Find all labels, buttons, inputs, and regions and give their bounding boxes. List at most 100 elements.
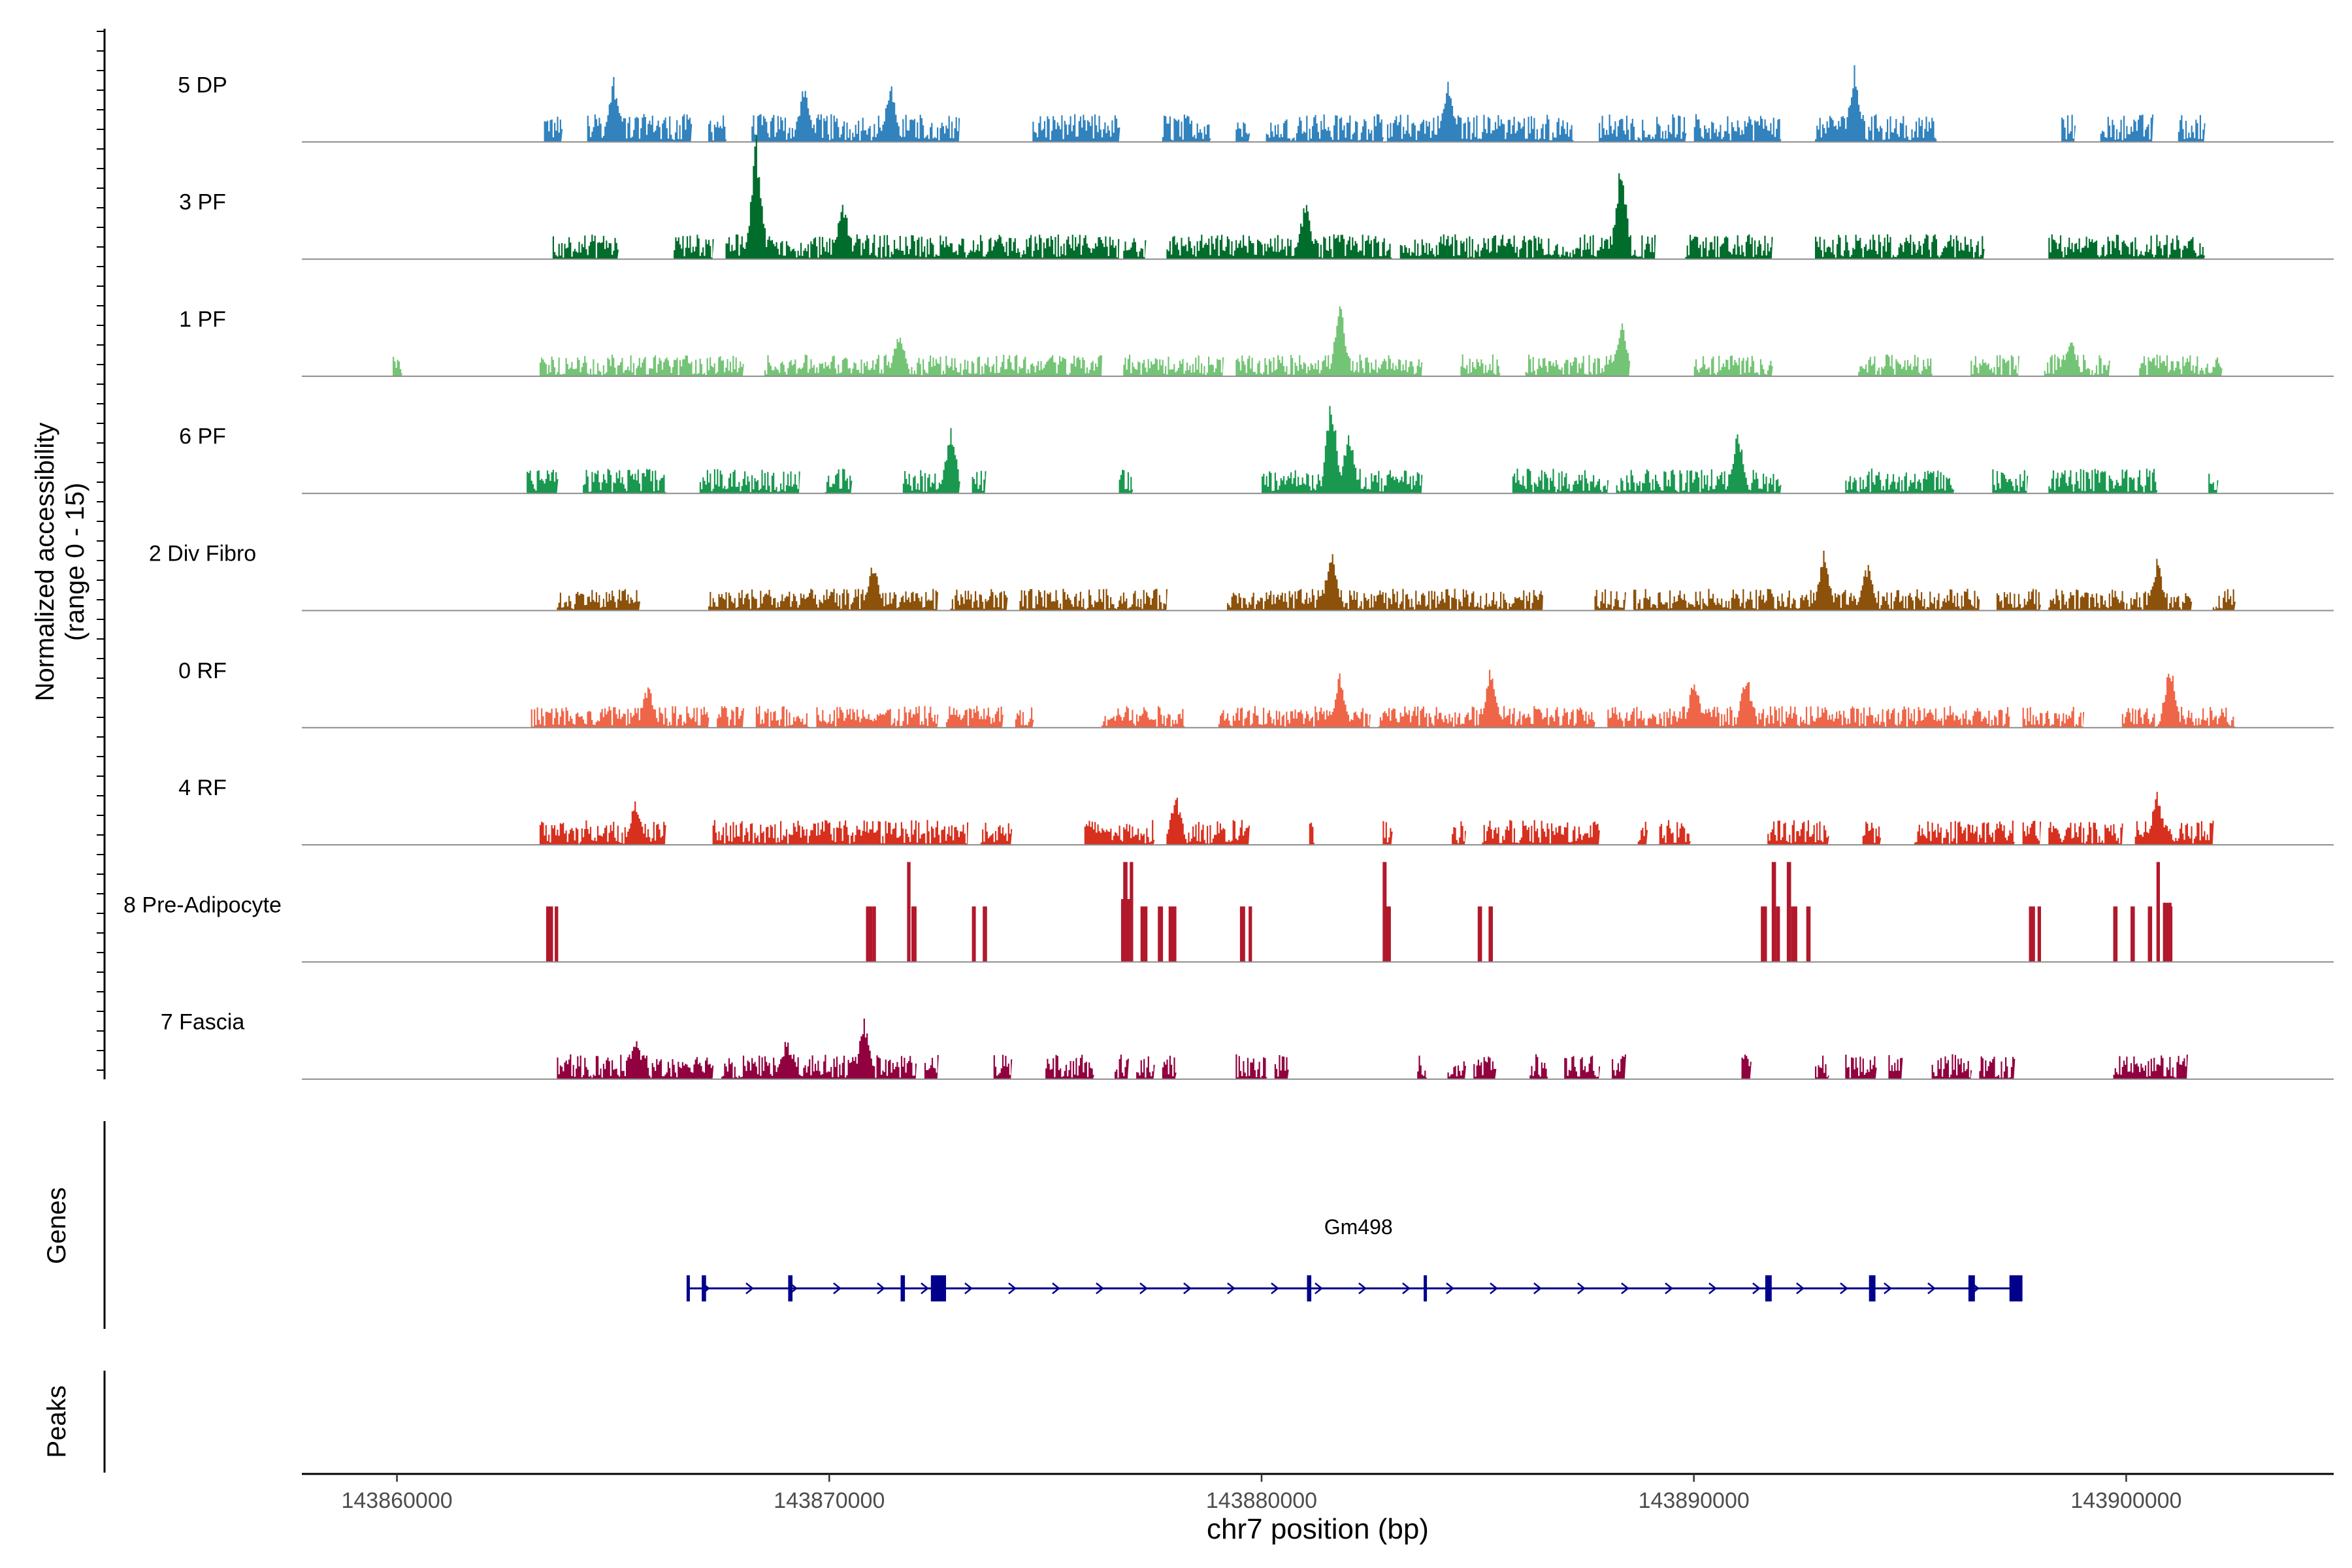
coverage-region <box>950 589 1008 611</box>
coverage-region <box>2048 822 2123 845</box>
coverage-region <box>1309 823 1315 845</box>
coverage-region <box>1607 681 2010 728</box>
strand-arrow <box>1621 1282 1629 1294</box>
strand-arrow <box>1008 1282 1017 1294</box>
coverage-bar <box>2156 862 2160 962</box>
strand-arrow <box>1708 1282 1717 1294</box>
coverage-region <box>1274 1054 1289 1079</box>
coverage-region <box>712 820 969 845</box>
strand-arrow <box>1927 1282 1936 1294</box>
coverage-region <box>1119 470 1134 494</box>
coverage-region <box>1262 406 1423 494</box>
coverage-region <box>924 1054 939 1079</box>
coverage-region <box>587 76 693 142</box>
coverage-region <box>825 468 853 494</box>
track-label: 8 Pre-Adipocyte <box>123 892 282 917</box>
coverage-region <box>2208 474 2219 494</box>
coverage-region <box>708 567 938 611</box>
coverage-region <box>755 706 809 728</box>
coverage-bar <box>1384 906 1391 962</box>
coverage-region <box>1166 798 1250 845</box>
coverage-region <box>708 115 727 142</box>
coverage-region <box>2048 234 2206 259</box>
coverage-bar <box>1488 906 1493 962</box>
strand-arrow <box>964 1282 973 1294</box>
coverage-region <box>1045 1054 1094 1079</box>
coverage-bar <box>866 906 873 962</box>
strand-arrow <box>1446 1282 1454 1294</box>
coverage-region <box>751 86 960 142</box>
coverage-region <box>993 1054 1013 1079</box>
coverage-bar <box>2148 906 2153 962</box>
x-tick-label: 143880000 <box>1206 1488 1317 1513</box>
coverage-bar <box>2167 906 2173 962</box>
coverage-region <box>2121 674 2236 728</box>
coverage-region <box>531 687 710 728</box>
coverage-bar <box>1806 906 1811 962</box>
strand-arrow <box>1358 1282 1367 1294</box>
strand-arrow <box>1052 1282 1060 1294</box>
coverage-region <box>1452 821 1467 845</box>
accessibility-y-axis <box>97 29 106 1079</box>
gene-exon <box>1424 1275 1428 1301</box>
track-8-pre-adipocyte: 8 Pre-Adipocyte <box>123 862 2334 963</box>
strand-arrow <box>1840 1282 1848 1294</box>
track-label: 7 Fascia <box>161 1010 245 1035</box>
coverage-region <box>583 468 666 494</box>
coverage-region <box>1136 1056 1155 1079</box>
coverage-region <box>699 469 800 494</box>
coverage-region <box>2061 114 2076 142</box>
coverage-region <box>393 357 403 376</box>
gene-exon <box>788 1275 792 1301</box>
gene-exon <box>1765 1275 1772 1301</box>
strand-arrow <box>1490 1282 1498 1294</box>
coverage-region <box>1996 589 2042 611</box>
coverage-region <box>1102 706 1185 728</box>
strand-arrow <box>877 1282 885 1294</box>
strand-arrow <box>1183 1282 1192 1294</box>
gene-exon <box>1869 1275 1876 1301</box>
coverage-bar <box>555 906 559 962</box>
gene-exon <box>1968 1275 1975 1301</box>
coverage-region <box>1166 204 1392 259</box>
coverage-region <box>2048 559 2193 611</box>
coverage-region <box>674 235 714 259</box>
strand-arrow <box>1752 1282 1761 1294</box>
track-label: 1 PF <box>179 307 226 332</box>
gene-exon <box>686 1275 690 1301</box>
strand-arrow <box>1533 1282 1542 1294</box>
coverage-bar <box>983 906 987 962</box>
coverage-region <box>1685 234 1773 259</box>
coverage-region <box>1693 355 1773 376</box>
coverage-bar <box>1771 862 1776 962</box>
coverage-region <box>1815 65 1937 142</box>
coverage-bar <box>1249 906 1252 962</box>
coverage-region <box>2134 792 2214 845</box>
x-tick-label: 143870000 <box>774 1488 885 1513</box>
coverage-region <box>972 470 987 494</box>
track-3-pf: 3 PF <box>179 135 2334 260</box>
coverage-region <box>544 116 563 142</box>
coverage-region <box>1970 355 2019 376</box>
coverage-region <box>1417 1055 1428 1079</box>
track-label: 3 PF <box>179 190 226 215</box>
accessibility-axis-ticks <box>97 31 105 1071</box>
track-label: 2 Div Fibro <box>149 542 256 566</box>
coverage-region <box>1741 1054 1752 1079</box>
coverage-bar <box>1791 906 1797 962</box>
strand-arrow <box>745 1282 754 1294</box>
coverage-region <box>669 355 744 376</box>
gene-annotations: Gm498 <box>686 1215 2023 1301</box>
coverage-region <box>2022 821 2042 845</box>
track-label: 0 RF <box>178 659 227 683</box>
coverage-region <box>2022 707 2085 728</box>
coverage-region <box>1382 821 1393 845</box>
coverage-region <box>1633 550 1980 611</box>
coverage-region <box>1616 434 1782 494</box>
x-tick-label: 143890000 <box>1639 1488 1750 1513</box>
coverage-bar <box>1140 906 1148 962</box>
coverage-region <box>1084 820 1155 845</box>
x-axis-title: chr7 position (bp) <box>1207 1513 1429 1545</box>
strand-arrow <box>833 1282 841 1294</box>
